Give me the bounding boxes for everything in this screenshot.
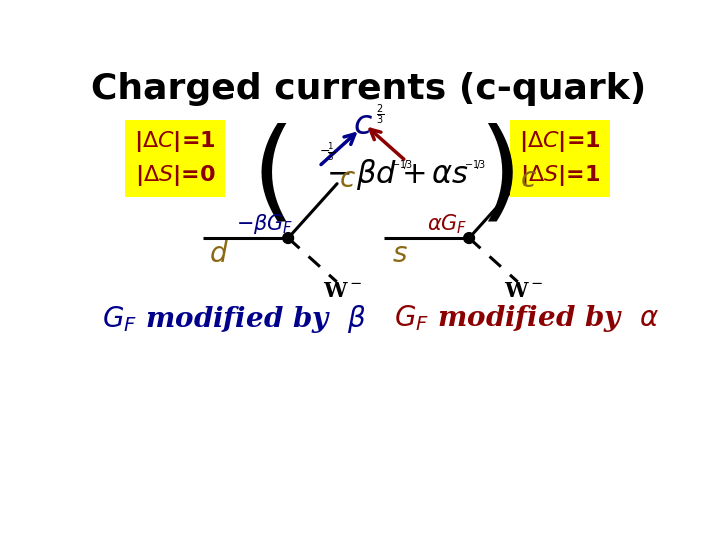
- Text: $s$: $s$: [392, 241, 408, 268]
- Text: $^{-1\!/\!3}$: $^{-1\!/\!3}$: [464, 159, 486, 173]
- Text: $-\,\beta d$: $-\,\beta d$: [325, 157, 397, 192]
- Text: $\alpha G_F$: $\alpha G_F$: [427, 212, 468, 236]
- Circle shape: [464, 233, 474, 244]
- Text: $($: $($: [251, 123, 287, 230]
- Text: $)$: $)$: [478, 123, 514, 230]
- Text: $c$: $c$: [521, 166, 537, 193]
- Text: $c$: $c$: [339, 166, 356, 193]
- Text: $d$: $d$: [209, 241, 229, 268]
- Text: $-\beta G_F$: $-\beta G_F$: [236, 212, 294, 236]
- Text: $+\,\alpha s$: $+\,\alpha s$: [400, 159, 469, 190]
- Text: Charged currents (c-quark): Charged currents (c-quark): [91, 72, 647, 106]
- Text: $G_F$ modified by  $\alpha$: $G_F$ modified by $\alpha$: [395, 303, 660, 334]
- Text: $G_F$ modified by  $\beta$: $G_F$ modified by $\beta$: [102, 303, 366, 335]
- Text: $\frac{2}{3}$: $\frac{2}{3}$: [376, 103, 384, 127]
- Text: |$\Delta C$|=1
|$\Delta S$|=0: |$\Delta C$|=1 |$\Delta S$|=0: [134, 129, 216, 188]
- Text: $^{-1\!/\!3}$: $^{-1\!/\!3}$: [390, 159, 413, 173]
- Text: $c$: $c$: [353, 109, 373, 141]
- Text: |$\Delta C$|=1
|$\Delta S$|=1: |$\Delta C$|=1 |$\Delta S$|=1: [519, 129, 600, 188]
- Text: W$^-$: W$^-$: [504, 281, 544, 301]
- Circle shape: [283, 233, 294, 244]
- Text: W$^-$: W$^-$: [323, 281, 363, 301]
- Text: $-\!\frac{1}{3}$: $-\!\frac{1}{3}$: [319, 141, 335, 163]
